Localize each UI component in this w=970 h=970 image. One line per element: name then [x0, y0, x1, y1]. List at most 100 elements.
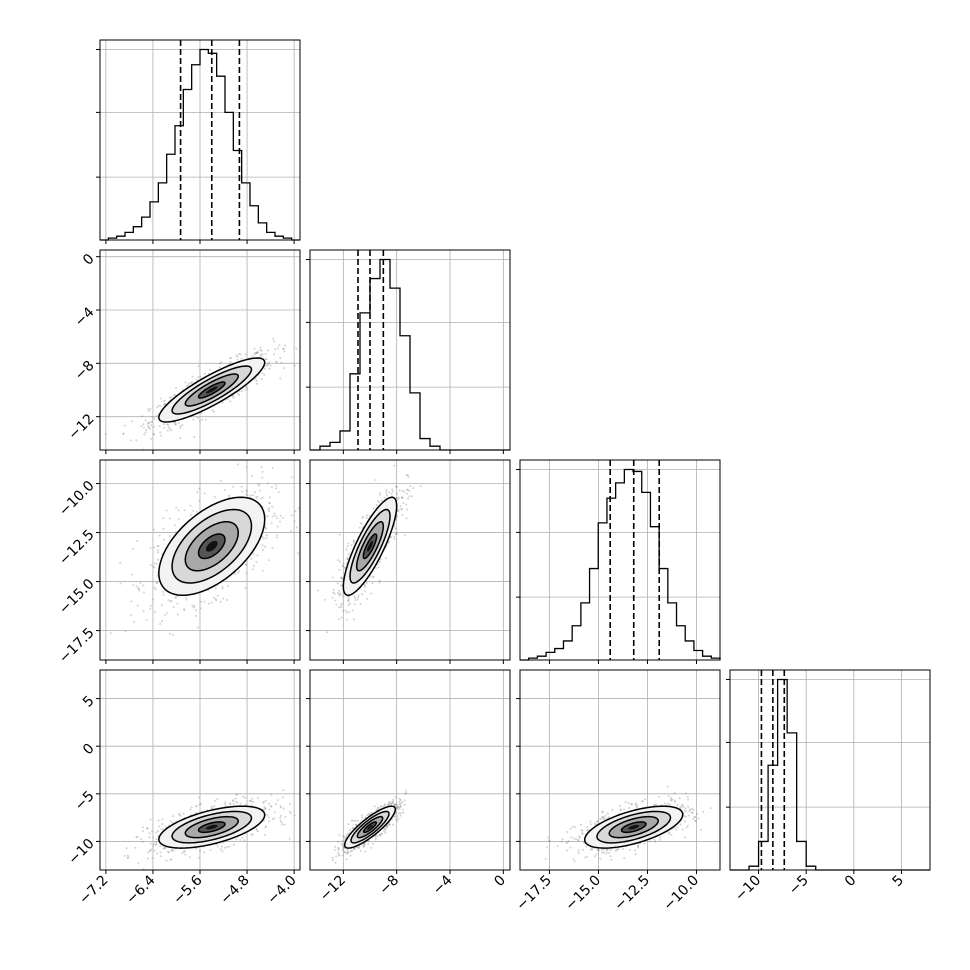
scatter-point [358, 526, 361, 529]
scatter-point [268, 496, 271, 499]
scatter-point [283, 823, 286, 826]
scatter-point [279, 805, 282, 808]
scatter-point [201, 418, 204, 421]
scatter-point [222, 597, 225, 600]
scatter-point [289, 812, 292, 815]
scatter-point [378, 560, 381, 563]
scatter-point [169, 396, 172, 399]
scatter-point [341, 602, 344, 605]
scatter-point [264, 357, 267, 360]
scatter-point [140, 424, 143, 427]
scatter-point [397, 498, 400, 501]
scatter-point [255, 351, 258, 354]
scatter-point [348, 611, 351, 614]
scatter-point [397, 817, 400, 820]
scatter-point [251, 797, 254, 800]
density-fill [367, 540, 373, 552]
scatter-point [659, 838, 662, 841]
scatter-point [366, 814, 369, 817]
scatter-point [119, 561, 122, 564]
scatter-point [350, 819, 353, 822]
scatter-point [334, 861, 337, 864]
scatter-point [633, 849, 636, 852]
scatter-point [152, 433, 155, 436]
scatter-point [374, 836, 377, 839]
scatter-point [333, 592, 336, 595]
density-contour [171, 810, 253, 844]
scatter-point [405, 488, 408, 491]
scatter-point [96, 600, 98, 602]
density-contour [362, 821, 378, 834]
scatter-point [149, 546, 152, 549]
scatter-point [628, 807, 631, 810]
scatter-point [401, 513, 404, 516]
scatter-point [221, 401, 224, 404]
scatter-point [256, 351, 259, 354]
scatter-point [231, 394, 234, 397]
scatter-point [359, 603, 362, 606]
scatter-point [391, 490, 394, 493]
scatter-point [203, 600, 206, 603]
scatter-point [356, 598, 359, 601]
scatter-point [271, 515, 274, 518]
scatter-point [245, 490, 248, 493]
scatter-point [283, 350, 286, 353]
scatter-point [341, 854, 344, 857]
scatter-point [240, 485, 243, 488]
scatter-point [168, 517, 171, 520]
scatter-point [260, 349, 263, 352]
scatter-point [163, 847, 166, 850]
scatter-point [403, 803, 406, 806]
scatter-point [360, 814, 363, 817]
density-fill [205, 386, 218, 394]
scatter-point [331, 576, 334, 579]
scatter-point [174, 393, 177, 396]
scatter-point [679, 823, 682, 826]
scatter-point [385, 491, 388, 494]
scatter-point [339, 592, 342, 595]
scatter-point [341, 594, 344, 597]
scatter-point [256, 351, 259, 354]
scatter-point [170, 849, 173, 852]
scatter-point [384, 557, 387, 560]
scatter-point [347, 599, 350, 602]
scatter-point [158, 825, 161, 828]
scatter-point [220, 361, 223, 364]
scatter-point [264, 799, 267, 802]
scatter-point [346, 557, 349, 560]
scatter-point [163, 538, 166, 541]
scatter-point [177, 509, 180, 512]
scatter-point [186, 385, 189, 388]
density-contour [343, 805, 397, 849]
scatter-point [244, 353, 247, 356]
density-contour [171, 365, 253, 415]
scatter-point [226, 584, 229, 587]
scatter-point [179, 437, 182, 440]
scatter-point [236, 355, 239, 358]
scatter-point [199, 607, 202, 610]
scatter-point [340, 584, 343, 587]
scatter-point [266, 813, 269, 816]
scatter-point [334, 599, 337, 602]
scatter-point [379, 493, 382, 496]
scatter-point [156, 852, 159, 855]
scatter-point [263, 373, 266, 376]
scatter-point [397, 508, 400, 511]
scatter-point [383, 827, 386, 830]
scatter-point [274, 348, 277, 351]
scatter-point [260, 497, 263, 500]
scatter-point [189, 808, 192, 811]
scatter-point [262, 537, 265, 540]
scatter-point [221, 585, 224, 588]
scatter-point [408, 489, 411, 492]
scatter-point [174, 423, 177, 426]
scatter-point [155, 841, 158, 844]
scatter-point [132, 547, 135, 550]
scatter-point [236, 392, 239, 395]
scatter-point [378, 491, 381, 494]
scatter-point [380, 499, 383, 502]
scatter-point [270, 522, 273, 525]
density-contour [171, 508, 253, 584]
scatter-point [141, 826, 144, 829]
scatter-point [234, 573, 237, 576]
